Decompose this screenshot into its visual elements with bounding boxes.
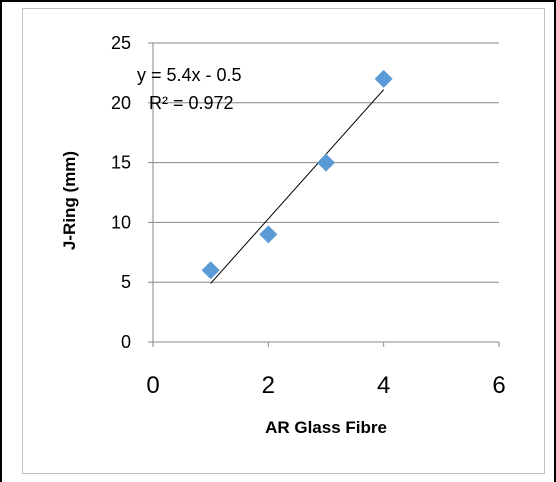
y-axis-title: J-Ring (mm) xyxy=(60,151,79,250)
y-tick-label-15: 15 xyxy=(111,153,131,173)
x-tick-label-2: 2 xyxy=(262,372,275,399)
scatter-chart: 0 5 10 15 20 25 0 2 4 6 J-Ring (mm) AR Glass Fib… xyxy=(60,33,506,437)
x-tick-labels: 0 2 4 6 xyxy=(146,372,505,399)
chart-area: 0 5 10 15 20 25 0 2 4 6 J-Ring (mm) AR Glass Fib… xyxy=(22,8,545,474)
data-point-3 xyxy=(317,153,335,172)
x-tick-label-6: 6 xyxy=(492,372,505,399)
y-tick-label-10: 10 xyxy=(111,212,131,232)
y-tick-label-5: 5 xyxy=(121,272,131,292)
x-tick-label-4: 4 xyxy=(377,372,390,399)
trendline-group xyxy=(210,89,385,284)
trendline-r-squared: R² = 0.972 xyxy=(149,93,234,113)
data-point-4 xyxy=(374,69,393,88)
y-tick-label-25: 25 xyxy=(111,33,131,53)
trendline xyxy=(210,89,385,284)
axes xyxy=(148,42,500,347)
data-points xyxy=(201,69,393,280)
x-axis-title: AR Glass Fibre xyxy=(265,418,387,437)
y-tick-labels: 0 5 10 15 20 25 xyxy=(111,33,131,352)
y-tick-label-0: 0 xyxy=(121,332,131,352)
y-tick-label-20: 20 xyxy=(111,93,131,113)
data-point-1 xyxy=(201,261,220,280)
x-tick-label-0: 0 xyxy=(146,372,159,399)
trendline-equation: y = 5.4x - 0.5 xyxy=(137,65,242,85)
data-point-2 xyxy=(259,225,278,244)
